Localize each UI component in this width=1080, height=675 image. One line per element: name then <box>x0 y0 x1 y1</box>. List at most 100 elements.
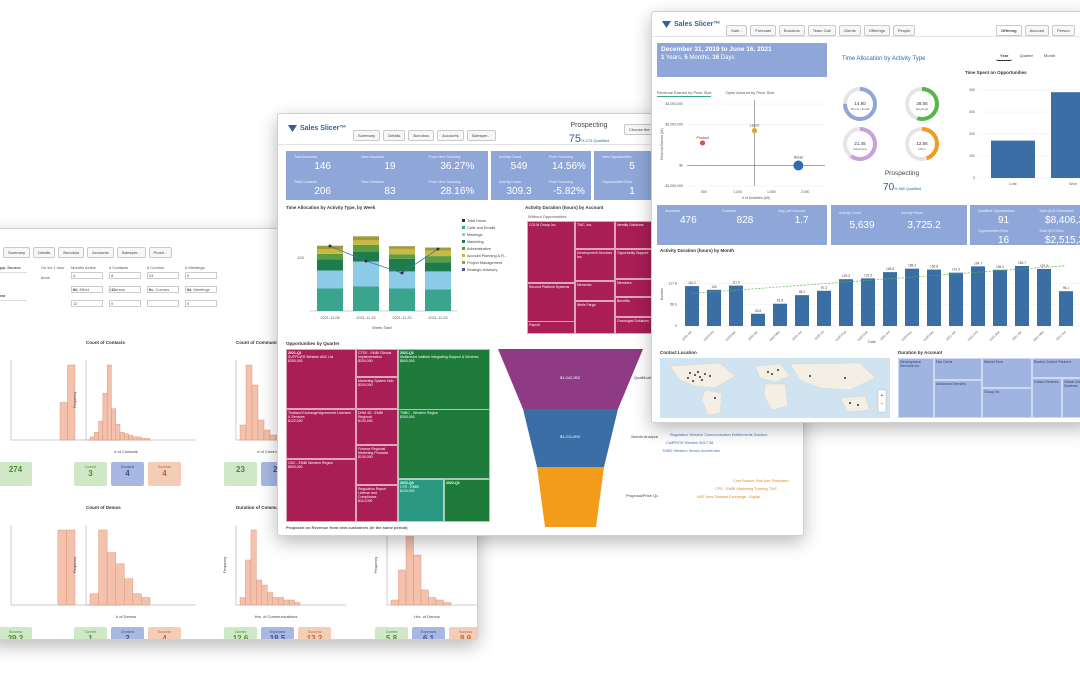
duration-bar-9[interactable] <box>883 272 897 326</box>
account-cell-2[interactable]: Identity Solutions <box>615 221 657 249</box>
map-zoom-out-icon[interactable]: − <box>881 401 884 407</box>
spent-bar-0[interactable] <box>991 140 1035 178</box>
opp-cell-7[interactable]: Finance Regional Marketing Products $130,… <box>356 445 398 485</box>
w3-tab-0[interactable]: Sale... <box>726 25 748 36</box>
w1-tab-4[interactable]: Salesper... <box>116 247 146 258</box>
opp-cell-11[interactable]: TMBC - Western Region $300,000 <box>398 409 490 479</box>
w3-tab-1[interactable]: Forecast <box>750 25 776 36</box>
opp-cell-10[interactable]: 2022-Q3 <box>444 479 490 522</box>
duration-bar-6[interactable] <box>817 290 831 326</box>
contact-location-map[interactable]: +− <box>660 358 890 418</box>
duration-bar-1[interactable] <box>707 289 721 326</box>
w3-tab-6[interactable]: People <box>892 25 916 36</box>
map-contact-point[interactable] <box>714 397 716 399</box>
funnel-stage-2[interactable] <box>537 467 604 527</box>
w1-field-value-4[interactable]: 30 <box>71 286 103 293</box>
funnel-stage-1[interactable] <box>523 409 618 467</box>
w1-tab-0[interactable]: Summary <box>3 247 31 258</box>
map-contact-point[interactable] <box>697 371 699 373</box>
account-duration-cell-5[interactable]: Boston Control Partners <box>1032 358 1080 378</box>
account-cell-5[interactable]: Memento <box>575 281 615 301</box>
opp-cell-6[interactable]: CBC - EMBI Western Region $600,000 <box>286 459 356 522</box>
w1-field-value-10[interactable] <box>147 300 179 307</box>
opp-cell-2[interactable]: Marketing System Hub $200,000 <box>356 377 398 409</box>
account-cell-3[interactable]: Opportunity Support <box>615 249 657 279</box>
w1-field-value-6[interactable]: 0 <box>147 286 179 293</box>
w1-tab-3[interactable]: Accounts <box>87 247 114 258</box>
w1-field-value-3[interactable]: 0 <box>185 272 217 279</box>
map-contact-point[interactable] <box>844 377 846 379</box>
account-cell-1[interactable]: TMC, Inc. <box>575 221 615 249</box>
w1-field-value-7[interactable]: 24 <box>185 286 217 293</box>
duration-bar-4[interactable] <box>773 303 787 326</box>
map-contact-point[interactable] <box>689 372 691 374</box>
map-contact-point[interactable] <box>687 377 689 379</box>
w1-tab-5[interactable]: Prosh... <box>148 247 173 258</box>
w1-tab-1[interactable]: Details <box>33 247 56 258</box>
w3-tab-4[interactable]: Clients <box>838 25 861 36</box>
account-cell-11[interactable]: Payroll <box>527 321 575 334</box>
map-contact-point[interactable] <box>709 375 711 377</box>
map-contact-point[interactable] <box>857 404 859 406</box>
account-duration-cell-0[interactable]: Development Services Inc. <box>898 358 934 418</box>
duration-bar-11[interactable] <box>927 269 941 326</box>
duration-bar-15[interactable] <box>1015 265 1029 326</box>
opp-cell-1[interactable]: CTSS - EMBI Clinical Implementation $200,… <box>356 349 398 377</box>
map-contact-point[interactable] <box>809 375 811 377</box>
w2-tab-1[interactable]: Details <box>383 130 406 141</box>
duration-bar-2[interactable] <box>729 285 743 326</box>
account-duration-cell-3[interactable]: Market Tech <box>982 358 1032 388</box>
w1-tab-2[interactable]: Bonobos <box>58 247 85 258</box>
spent-bar-1[interactable] <box>1051 92 1080 178</box>
w3-tab-5[interactable]: Offerings <box>863 25 890 36</box>
opp-cell-8[interactable]: Regulation Report License and Compliance… <box>356 485 398 522</box>
account-duration-cell-7[interactable]: Global Solutions Systems <box>1062 378 1080 418</box>
w3-seg2-2[interactable]: Month <box>1044 53 1056 58</box>
map-contact-point[interactable] <box>771 373 773 375</box>
w1-field-value-11[interactable]: 0 <box>185 300 217 307</box>
account-cell-9[interactable]: Wells Fargo <box>575 301 615 334</box>
w3-seg2-1[interactable]: Quarter <box>1019 53 1034 58</box>
scatter-point-0[interactable] <box>699 140 706 146</box>
duration-bar-12[interactable] <box>949 272 963 326</box>
opp-cell-9[interactable]: 2022-Q4 CTR - EMBI $120,000 <box>398 479 444 522</box>
w2-tab-2[interactable]: Bonobos <box>408 130 435 141</box>
map-zoom-controls[interactable]: +− <box>877 389 887 413</box>
scatter-tab-0[interactable]: Revenue Earned by Price Size <box>657 90 712 97</box>
duration-bar-8[interactable] <box>861 278 875 326</box>
w2-tab-0[interactable]: Summary <box>353 130 381 141</box>
opp-cell-0[interactable]: 2021-Q1 SUPPLIER Western ABC Ltd $300,000 <box>286 349 356 409</box>
w3-seg2-0[interactable]: Year <box>996 51 1013 61</box>
map-zoom-in-icon[interactable]: + <box>881 393 884 399</box>
opp-cell-4[interactable]: Thailand Exchange/Agreement Licenses & S… <box>286 409 356 459</box>
w3-tab-2[interactable]: Bonobos <box>778 25 805 36</box>
duration-bar-10[interactable] <box>905 268 919 326</box>
duration-bar-0[interactable] <box>685 286 699 326</box>
map-contact-point[interactable] <box>849 402 851 404</box>
w3-seg1-2[interactable]: Person <box>1052 25 1075 36</box>
duration-bar-14[interactable] <box>993 269 1007 326</box>
map-contact-point[interactable] <box>692 380 694 382</box>
w1-field-value-8[interactable]: 12 <box>71 300 103 307</box>
map-contact-point[interactable] <box>767 371 769 373</box>
w2-tab-3[interactable]: Accounts <box>437 130 464 141</box>
account-cell-0[interactable]: CGLM Group Inc. <box>527 221 575 283</box>
duration-bar-3[interactable] <box>751 313 765 326</box>
w1-field-value-0[interactable]: 4 <box>71 272 103 279</box>
map-contact-point[interactable] <box>777 369 779 371</box>
account-duration-cell-1[interactable]: Dial Cards <box>934 358 982 380</box>
w1-field-value-2[interactable]: 24 <box>147 272 179 279</box>
w1-field-value-5[interactable]: 12 <box>109 286 141 293</box>
w3-seg1-0[interactable]: Offering <box>996 25 1022 36</box>
duration-bar-16[interactable] <box>1037 268 1051 326</box>
scatter-tab-1[interactable]: Open Amount by Price Size <box>725 90 775 95</box>
map-contact-point[interactable] <box>701 379 703 381</box>
duration-bar-17[interactable] <box>1059 291 1073 326</box>
w1-filter-1[interactable]: Year <box>0 293 27 301</box>
map-contact-point[interactable] <box>699 376 701 378</box>
w3-tab-3[interactable]: Team Call <box>807 25 836 36</box>
map-contact-point[interactable] <box>704 373 706 375</box>
scatter-point-1[interactable] <box>751 128 758 134</box>
w1-field-value-1[interactable]: 8 <box>109 272 141 279</box>
duration-bar-7[interactable] <box>839 279 853 326</box>
